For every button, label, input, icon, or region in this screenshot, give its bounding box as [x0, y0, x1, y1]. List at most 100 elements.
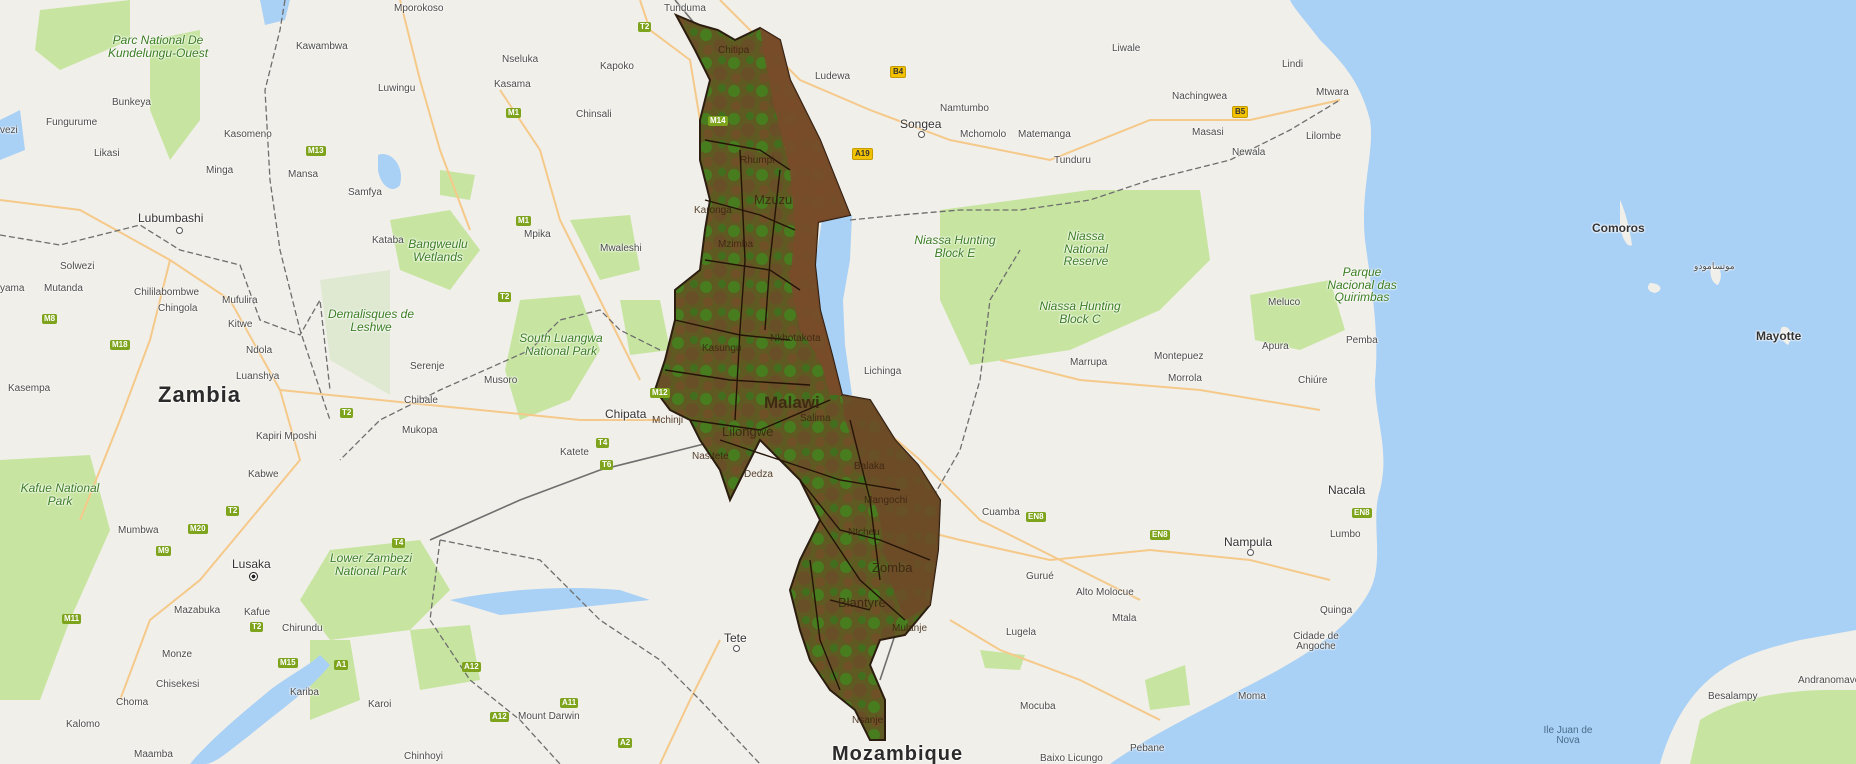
town-label: Kapiri Mposhi	[256, 431, 317, 442]
city-label-songea: Songea	[900, 117, 942, 131]
road-shield: M1	[506, 108, 522, 118]
park-label-kafue: Kafue National Park	[20, 481, 100, 508]
road-shield: M18	[110, 340, 130, 350]
road-shield: A11	[560, 698, 579, 708]
city-label-chingola: Chingola	[158, 303, 198, 314]
island-label-mayotte: Mayotte	[1756, 329, 1802, 343]
town-label: Karoi	[368, 699, 392, 710]
town-label: Mutanda	[44, 283, 83, 294]
town-label: Nseluka	[502, 54, 539, 65]
town-label: Baixo Licungo	[1040, 753, 1103, 764]
town-label: Chirundu	[282, 623, 323, 634]
park-label-niassa-e: Niassa Hunting Block E	[914, 233, 996, 260]
park-small-2	[980, 650, 1025, 670]
city-label-lubumbashi: Lubumbashi	[138, 211, 204, 225]
road-shield: EN8	[1026, 512, 1046, 522]
town-label: Mchomolo	[960, 129, 1007, 140]
town-label: Alto Molocue	[1076, 587, 1134, 598]
town-label: Mwaleshi	[600, 243, 642, 254]
town-label: Choma	[116, 697, 149, 708]
city-label-kabwe: Kabwe	[248, 469, 279, 480]
road-shield: B5	[1232, 106, 1249, 118]
park-zimbabwe-2	[410, 625, 480, 690]
town-label: Kawambwa	[296, 41, 348, 52]
town-label: Samfya	[348, 187, 382, 198]
town-label: Morrola	[1168, 373, 1202, 384]
borders	[0, 0, 1341, 764]
road-shield: T2	[250, 622, 264, 632]
malawi-label: Karonga	[694, 205, 732, 216]
island-label-comoros-arabic: موتسامودو	[1694, 261, 1735, 271]
town-label: Serenje	[410, 361, 445, 372]
town-label: Ile Juan de Nova	[1543, 725, 1593, 746]
town-label: Ludewa	[815, 71, 851, 82]
road-shield: M20	[188, 524, 208, 534]
town-label: Chinhoyi	[404, 751, 443, 762]
town-label: Solwezi	[60, 261, 95, 272]
park-label-lower-zambezi: Lower Zambezi National Park	[329, 551, 413, 578]
park-label-bangweulu: Bangweulu Wetlands	[408, 237, 468, 264]
town-label: Andranomavo	[1798, 675, 1856, 686]
park-quirimbas	[1250, 280, 1345, 350]
park-kundelungu-2	[150, 30, 200, 160]
city-label-mazabuka: Mazabuka	[174, 605, 221, 616]
ocean	[1110, 0, 1856, 764]
city-label-lilongwe: Lilongwe	[722, 424, 774, 439]
lake-mweru	[0, 110, 25, 160]
town-label: Mporokoso	[394, 3, 444, 14]
city-label-kitwe: Kitwe	[228, 319, 253, 330]
town-label: Mufulira	[222, 295, 258, 306]
town-label: Montepuez	[1154, 351, 1204, 362]
road-shield: M9	[156, 546, 172, 556]
country-label-malawi: Malawi	[764, 393, 820, 412]
park-label-niassa-c: Niassa Hunting Block C	[1039, 299, 1121, 326]
lake-cahora-bassa	[450, 588, 650, 615]
malawi-label: Mangochi	[864, 495, 908, 506]
town-label: Matemanga	[1018, 129, 1071, 140]
park-south-luangwa	[505, 295, 600, 420]
madagascar-park	[1690, 690, 1856, 764]
road-shield: M8	[42, 314, 58, 324]
road-shield: M12	[650, 388, 670, 398]
park-lower-zambezi	[300, 540, 450, 640]
road-shield: M15	[278, 658, 298, 668]
comoros-island-2	[1647, 283, 1661, 293]
road-shield: EN8	[1150, 530, 1170, 540]
park-bangweulu-2	[440, 170, 475, 200]
road-shield: T2	[638, 22, 652, 32]
city-label-likasi: Likasi	[94, 148, 120, 159]
country-label-zambia: Zambia	[158, 382, 242, 407]
park-bangweulu	[390, 210, 480, 290]
park-zimbabwe	[310, 640, 360, 720]
malawi-label: Blantyre	[838, 595, 886, 610]
city-label-lusaka: Lusaka	[232, 557, 271, 571]
town-label: Mtala	[1112, 613, 1137, 624]
malawi-label: Nasitete	[692, 451, 729, 462]
malawi-label: Nsanje	[852, 715, 884, 726]
road-shield: M13	[306, 146, 326, 156]
town-label: Mumbwa	[118, 525, 159, 536]
road-shield: T2	[226, 506, 240, 516]
town-label: Chisekesi	[156, 679, 200, 690]
road-shield: A12	[462, 662, 481, 672]
malawi-label: Mzimba	[718, 239, 754, 250]
city-label-pemba: Pemba	[1346, 335, 1378, 346]
town-label: Katete	[560, 447, 589, 458]
town-label: Mount Darwin	[518, 711, 580, 722]
town-label: Masasi	[1192, 127, 1224, 138]
city-label-nampula: Nampula	[1224, 535, 1273, 549]
malawi-label: Nkhotakota	[770, 333, 821, 344]
town-label: Mocuba	[1020, 701, 1056, 712]
town-label: Bunkeya	[112, 97, 151, 108]
city-label-cuamba: Cuamba	[982, 507, 1020, 518]
park-label-kundelungu: Parc National De Kundelungu-Ouest	[107, 33, 209, 60]
malawi-label: Kasungu	[702, 343, 742, 354]
road-shield: T4	[596, 438, 610, 448]
town-label: Chinsali	[576, 109, 612, 120]
city-dot-tete	[733, 645, 740, 652]
town-label: Moma	[1238, 691, 1266, 702]
city-label-mtwara: Mtwara	[1316, 87, 1349, 98]
town-label: Kasomeno	[224, 129, 272, 140]
road-shield: A19	[852, 148, 873, 160]
